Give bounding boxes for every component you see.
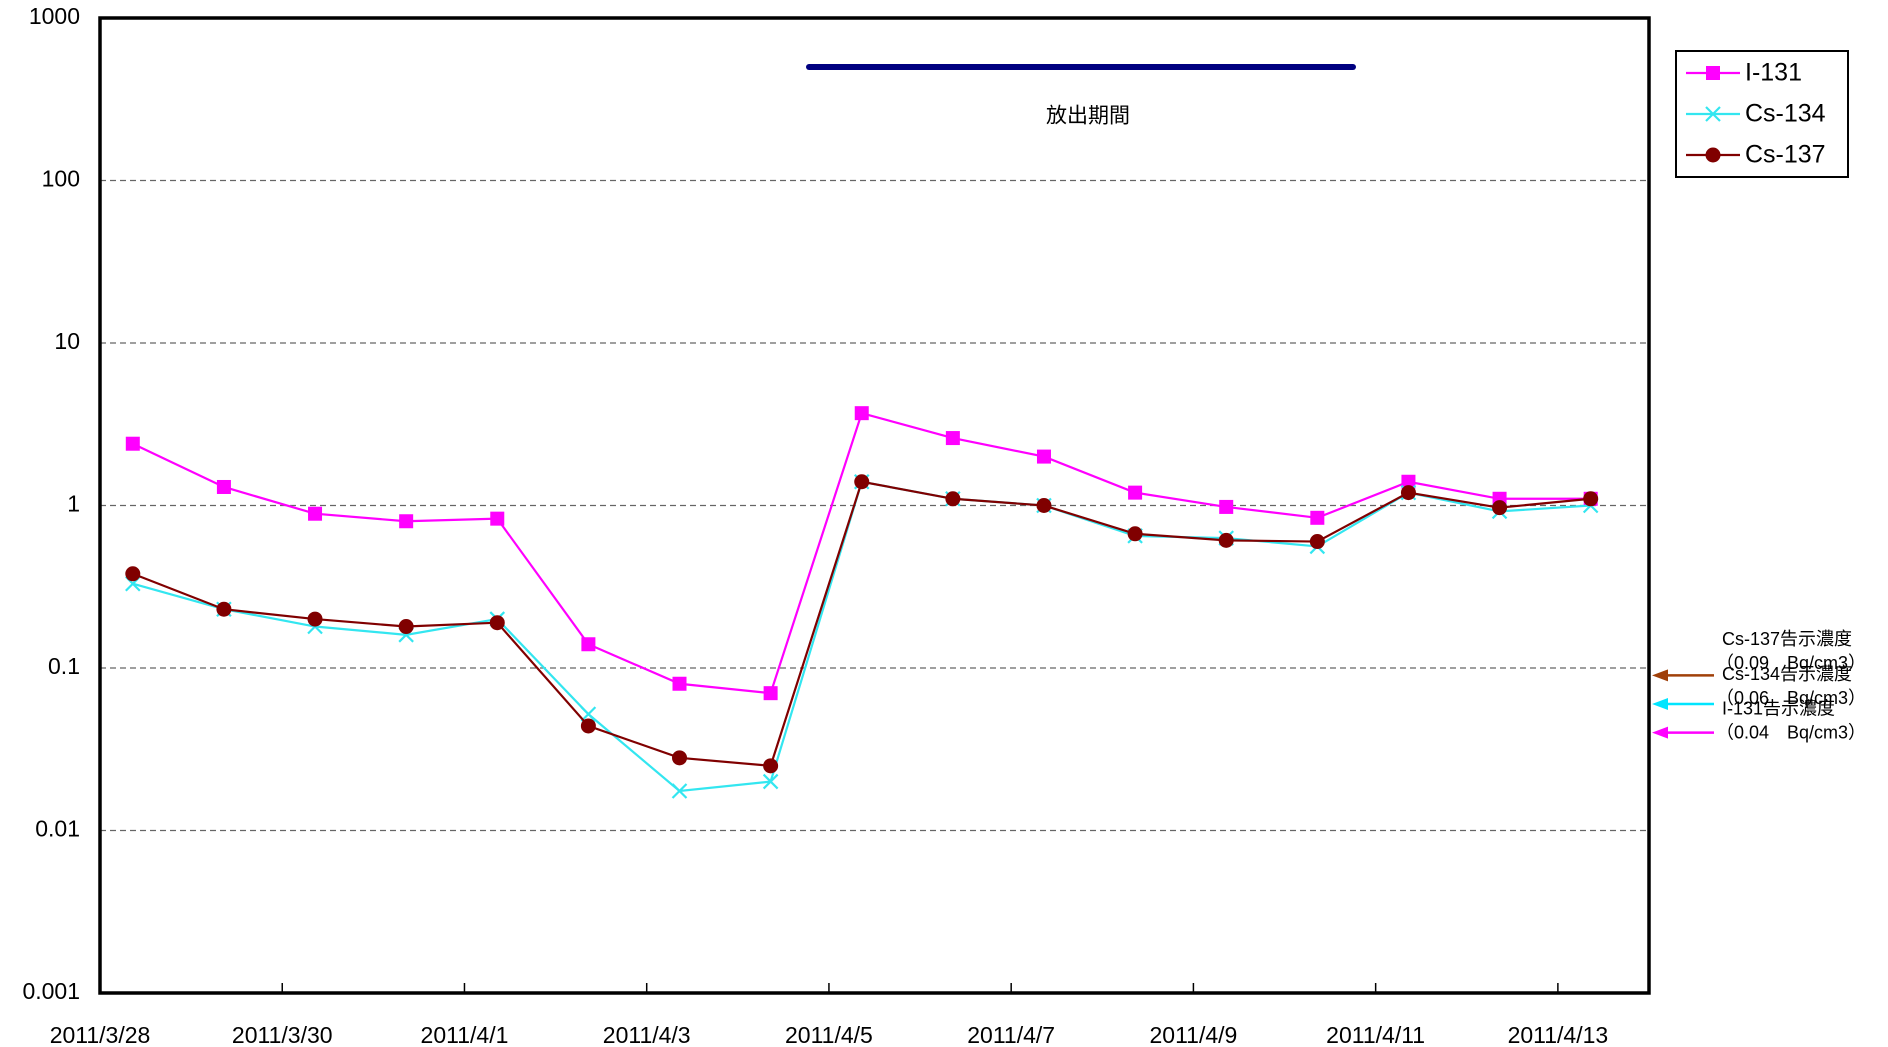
data-point — [216, 479, 231, 494]
y-tick-label: 0.001 — [22, 978, 80, 1004]
x-tick-label: 2011/4/1 — [421, 1022, 509, 1047]
data-point — [1310, 510, 1325, 525]
data-point — [1218, 532, 1234, 548]
legend-marker — [1705, 106, 1721, 122]
data-point — [1128, 485, 1143, 500]
data-point — [854, 474, 870, 490]
data-point — [1400, 485, 1416, 501]
data-point — [1219, 499, 1234, 514]
y-tick-label: 1000 — [29, 3, 80, 29]
x-tick-label: 2011/4/5 — [785, 1022, 873, 1047]
data-point — [763, 686, 778, 701]
y-tick-label: 1 — [67, 491, 80, 517]
data-point — [1401, 474, 1416, 489]
y-tick-label: 100 — [42, 166, 80, 192]
limit-label: Cs-134告示濃度 — [1722, 664, 1852, 684]
limit-arrowhead — [1652, 698, 1668, 711]
data-point — [125, 436, 140, 451]
data-point — [672, 676, 687, 691]
x-tick-label: 2011/4/13 — [1508, 1022, 1609, 1047]
limit-note: （0.09 Bq/cm3） — [1716, 653, 1866, 673]
legend-label: Cs-134 — [1745, 100, 1826, 128]
data-point — [580, 706, 597, 722]
limit-label: Cs-137告示濃度 — [1722, 629, 1852, 649]
data-point — [308, 506, 323, 521]
x-tick-label: 2011/4/7 — [967, 1022, 1055, 1047]
data-point — [489, 615, 505, 631]
limit-arrowhead — [1652, 726, 1668, 739]
plot-frame — [98, 16, 1651, 995]
limit-note: （0.06 Bq/cm3） — [1716, 688, 1866, 708]
legend-marker — [1705, 147, 1721, 163]
data-point — [854, 406, 869, 421]
data-point — [671, 783, 688, 799]
data-point — [1036, 498, 1052, 513]
data-point — [1309, 534, 1325, 550]
data-point — [1036, 449, 1051, 464]
data-point — [581, 637, 596, 652]
y-tick-label: 0.01 — [35, 816, 80, 842]
legend-label: I-131 — [1745, 59, 1802, 87]
y-tick-label: 0.1 — [48, 653, 80, 679]
data-point — [763, 758, 779, 774]
data-point — [1492, 500, 1508, 516]
release-period-label: 放出期間 — [1046, 105, 1130, 128]
data-point — [1127, 526, 1143, 542]
limit-arrowhead — [1652, 669, 1668, 682]
data-point — [1583, 491, 1599, 507]
data-point — [672, 750, 688, 766]
data-point — [945, 431, 960, 446]
x-tick-label: 2011/4/11 — [1326, 1022, 1425, 1047]
data-point — [580, 718, 596, 734]
x-tick-label: 2011/3/30 — [232, 1022, 333, 1047]
x-tick-label: 2011/4/3 — [603, 1022, 691, 1047]
data-point — [399, 514, 414, 529]
limit-label: I-131告示濃度 — [1722, 698, 1835, 718]
data-point — [307, 611, 323, 627]
data-point — [490, 511, 505, 526]
y-tick-label: 10 — [54, 328, 80, 354]
legend-label: Cs-137 — [1745, 141, 1826, 169]
data-point — [762, 773, 779, 790]
limit-note: （0.04 Bq/cm3） — [1716, 722, 1866, 742]
data-point — [216, 601, 232, 617]
x-tick-label: 2011/4/9 — [1149, 1022, 1237, 1047]
x-tick-label: 2011/3/28 — [50, 1022, 151, 1047]
data-point — [945, 491, 961, 507]
data-point — [398, 619, 414, 635]
data-point — [125, 566, 141, 582]
legend-marker — [1706, 66, 1720, 80]
